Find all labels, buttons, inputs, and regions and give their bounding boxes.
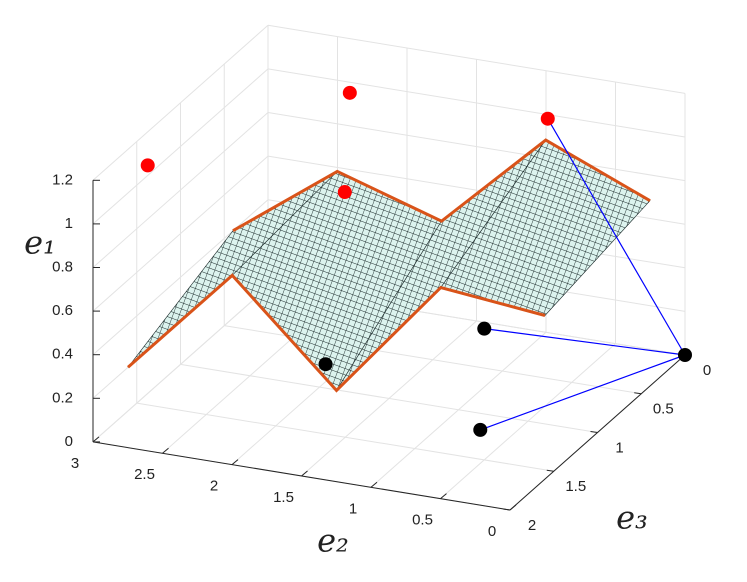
point xyxy=(318,357,333,372)
x-tick-label: 0.5 xyxy=(412,512,433,529)
y-tick-label: 0 xyxy=(703,362,711,379)
point xyxy=(473,422,488,437)
x-tick xyxy=(92,436,100,443)
y-tick xyxy=(502,508,511,511)
z-tick-label: 0.2 xyxy=(52,389,73,406)
z-tick-label: 0 xyxy=(65,433,73,450)
surface-edge xyxy=(127,273,546,393)
x-axis-label: e₂ xyxy=(317,522,349,560)
x-tick-label: 1.5 xyxy=(273,489,294,506)
z-tick-label: 1.2 xyxy=(52,171,73,188)
x-tick xyxy=(370,481,378,488)
x-tick xyxy=(301,470,308,477)
x-tick xyxy=(440,493,447,500)
y-tick xyxy=(634,392,642,395)
y-tick-label: 2 xyxy=(528,517,536,534)
point xyxy=(678,348,692,362)
x-tick-label: 1 xyxy=(349,500,357,517)
point xyxy=(477,321,492,336)
grid-line xyxy=(136,402,554,472)
point xyxy=(140,158,155,173)
x-tick xyxy=(162,447,169,454)
link-line xyxy=(484,328,686,356)
z-tick-label: 0.8 xyxy=(52,258,73,275)
y-tick-label: 1.5 xyxy=(565,478,586,495)
point xyxy=(337,185,352,200)
z-tick-label: 0.6 xyxy=(52,302,73,319)
x-tick-label: 0 xyxy=(488,523,496,540)
y-axis-label: e₃ xyxy=(616,499,648,537)
z-tick-label: 1 xyxy=(65,215,73,232)
link-line xyxy=(547,118,686,356)
link-line xyxy=(480,354,686,431)
surface-edge xyxy=(232,138,651,233)
point xyxy=(540,111,555,126)
x-tick-label: 3 xyxy=(71,455,79,472)
y-tick-label: 1 xyxy=(615,439,623,456)
x-tick-label: 2.5 xyxy=(134,466,155,483)
grid-line xyxy=(180,363,598,433)
x-tick xyxy=(231,459,239,465)
z-tick-label: 0.4 xyxy=(52,346,73,363)
y-tick xyxy=(546,469,554,472)
point xyxy=(342,85,357,100)
y-tick xyxy=(590,431,598,433)
x-tick xyxy=(509,504,517,511)
y-tick-label: 0.5 xyxy=(653,401,674,418)
x-tick-label: 2 xyxy=(210,478,218,495)
z-axis-label: e₁ xyxy=(24,224,56,262)
